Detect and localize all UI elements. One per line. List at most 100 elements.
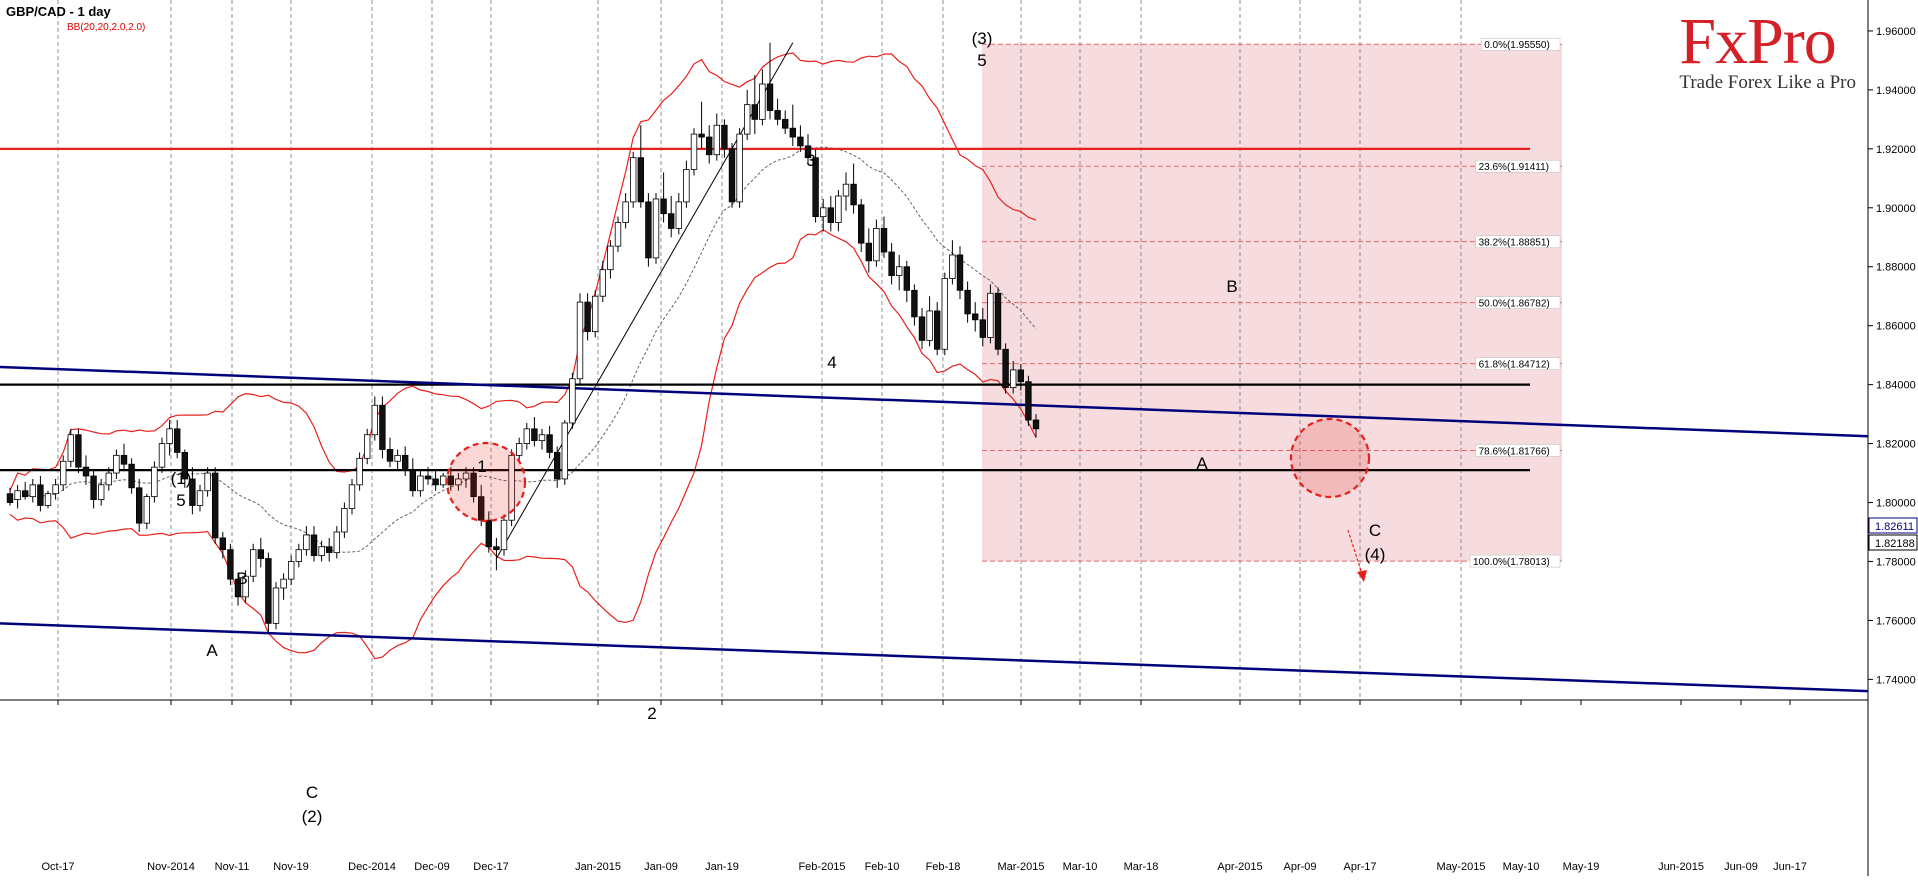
bull-candle xyxy=(113,454,120,474)
fib-label-box xyxy=(1475,296,1561,309)
y-tick-label: 1.84000 xyxy=(1876,380,1916,392)
bear-candle xyxy=(804,145,812,159)
bull-candle xyxy=(333,531,340,554)
bull-candle xyxy=(98,484,105,500)
bear-candle xyxy=(189,478,196,506)
bull-candle xyxy=(569,378,576,424)
y-tick-label: 1.86000 xyxy=(1876,321,1916,333)
bear-candle xyxy=(774,110,781,120)
bull-candle xyxy=(926,310,933,341)
logo-tagline: Trade Forex Like a Pro xyxy=(1679,72,1856,93)
wave-label: 3 xyxy=(806,151,815,170)
x-tick-label: Oct-17 xyxy=(41,861,74,873)
bull-candle xyxy=(622,201,629,223)
fib-label-box xyxy=(1475,357,1561,370)
bear-candle xyxy=(173,428,181,453)
bull-candle xyxy=(500,519,508,551)
bull-candle xyxy=(744,104,751,135)
bull-candle xyxy=(196,490,204,506)
bear-candle xyxy=(827,207,834,223)
bull-candle xyxy=(151,466,158,498)
upper-channel xyxy=(0,365,1869,438)
bull-candle xyxy=(394,454,401,462)
bull-candle xyxy=(363,434,371,459)
bull-candle xyxy=(683,169,690,203)
highlight-circle xyxy=(1289,417,1371,499)
bear-candle xyxy=(751,104,758,120)
bull-candle xyxy=(538,434,546,442)
bear-candle xyxy=(493,546,500,551)
bull-candle xyxy=(14,490,21,500)
highlight-circle xyxy=(445,441,527,523)
bear-candle xyxy=(1032,419,1040,430)
bull-candle xyxy=(736,133,743,203)
wave-label: (2) xyxy=(302,807,323,826)
bear-candle xyxy=(766,83,774,111)
fib-level-label: 78.6%(1.81766) xyxy=(1479,446,1550,457)
bear-candle xyxy=(470,472,477,498)
bull-candle xyxy=(318,546,325,556)
bull-candle xyxy=(508,454,515,521)
x-tick-label: Jan-19 xyxy=(705,861,739,873)
fib-level-label: 61.8%(1.84712) xyxy=(1479,360,1550,371)
projection-arrowhead xyxy=(1357,570,1367,582)
x-tick-label: Feb-2015 xyxy=(798,861,845,873)
bear-candle xyxy=(227,549,234,580)
bear-candle xyxy=(1002,348,1009,388)
bull-candle xyxy=(949,254,956,279)
fib-label-box xyxy=(1480,37,1561,51)
bull-candle xyxy=(759,83,766,120)
bull-candle xyxy=(842,183,850,197)
brand-logo: FxPro Trade Forex Like a Pro xyxy=(1679,9,1856,94)
x-tick-label: May-2015 xyxy=(1437,861,1486,873)
bull-candle xyxy=(1010,369,1017,388)
y-tick-label: 1.78000 xyxy=(1876,556,1916,568)
bull-candle xyxy=(417,475,424,492)
bear-candle xyxy=(325,546,333,554)
bull-candle xyxy=(272,587,280,624)
y-tick-label: 1.76000 xyxy=(1876,615,1916,627)
wave-label: A xyxy=(206,641,218,660)
bear-candle xyxy=(75,434,82,468)
x-tick-label: Nov-19 xyxy=(273,861,308,873)
bull-candle xyxy=(599,269,606,297)
bear-candle xyxy=(865,242,872,262)
y-tick-label: 1.90000 xyxy=(1876,203,1916,215)
x-tick-label: Mar-2015 xyxy=(997,861,1044,873)
bear-candle xyxy=(584,301,591,332)
bull-candle xyxy=(439,475,447,486)
fib-label-box xyxy=(1475,159,1561,173)
x-tick-label: Nov-2014 xyxy=(147,861,195,873)
bear-candle xyxy=(918,316,926,341)
current-price-label: 1.82188 xyxy=(1875,538,1915,550)
bull-candle xyxy=(348,484,356,509)
bear-candle xyxy=(386,449,394,462)
bull-candle xyxy=(303,534,310,551)
bull-candle xyxy=(60,460,67,486)
x-tick-label: Apr-17 xyxy=(1343,861,1376,873)
wave-label: 5 xyxy=(977,51,986,70)
bull-candle xyxy=(341,508,348,533)
bear-candle xyxy=(972,313,979,321)
bull-candle xyxy=(287,561,295,580)
y-tick-label: 1.88000 xyxy=(1876,262,1916,274)
bear-candle xyxy=(432,478,439,486)
x-tick-label: May-19 xyxy=(1563,861,1600,873)
bear-candle xyxy=(219,537,226,551)
bear-candle xyxy=(698,133,705,138)
bear-candle xyxy=(531,428,538,442)
bear-candle xyxy=(964,289,971,315)
bear-candle xyxy=(850,183,857,206)
bull-candle xyxy=(242,575,249,598)
bollinger-upper xyxy=(9,52,1037,491)
bear-candle xyxy=(721,124,728,150)
x-tick-label: Nov-11 xyxy=(215,861,250,873)
bear-candle xyxy=(782,118,789,129)
bull-candle xyxy=(280,578,287,589)
x-tick-label: Jun-09 xyxy=(1724,861,1758,873)
bear-candle xyxy=(994,292,1002,350)
wave-label: B xyxy=(236,569,247,588)
x-tick-label: Jan-09 xyxy=(644,861,678,873)
bull-candle xyxy=(44,493,52,506)
